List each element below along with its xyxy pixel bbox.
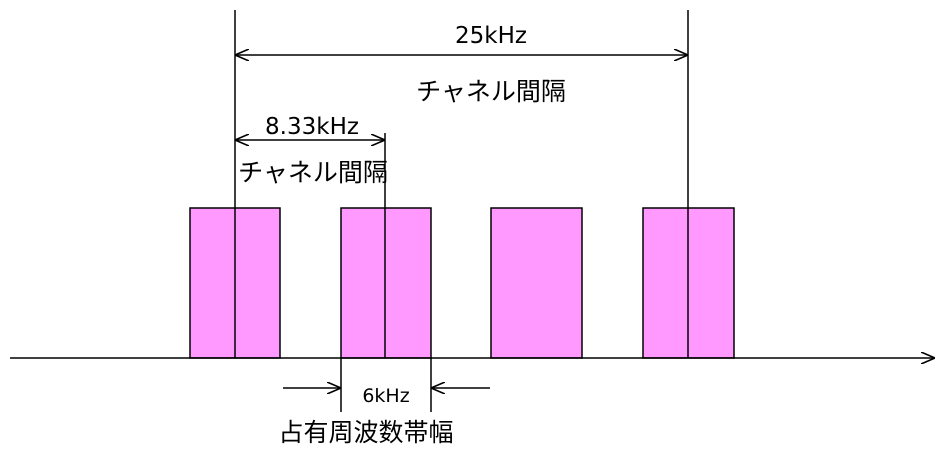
- bandwidth-caption: 占有周波数帯幅: [278, 418, 453, 447]
- bandwidth-value: 6kHz: [362, 385, 409, 407]
- wide-spacing-value: 25kHz: [455, 23, 527, 49]
- channel-block-3: [490, 207, 583, 359]
- wide-spacing-caption: チャネル間隔: [416, 77, 566, 106]
- narrow-spacing-caption: チャネル間隔: [238, 158, 388, 187]
- narrow-spacing-value: 8.33kHz: [265, 114, 359, 140]
- channel-block-2: [340, 207, 432, 359]
